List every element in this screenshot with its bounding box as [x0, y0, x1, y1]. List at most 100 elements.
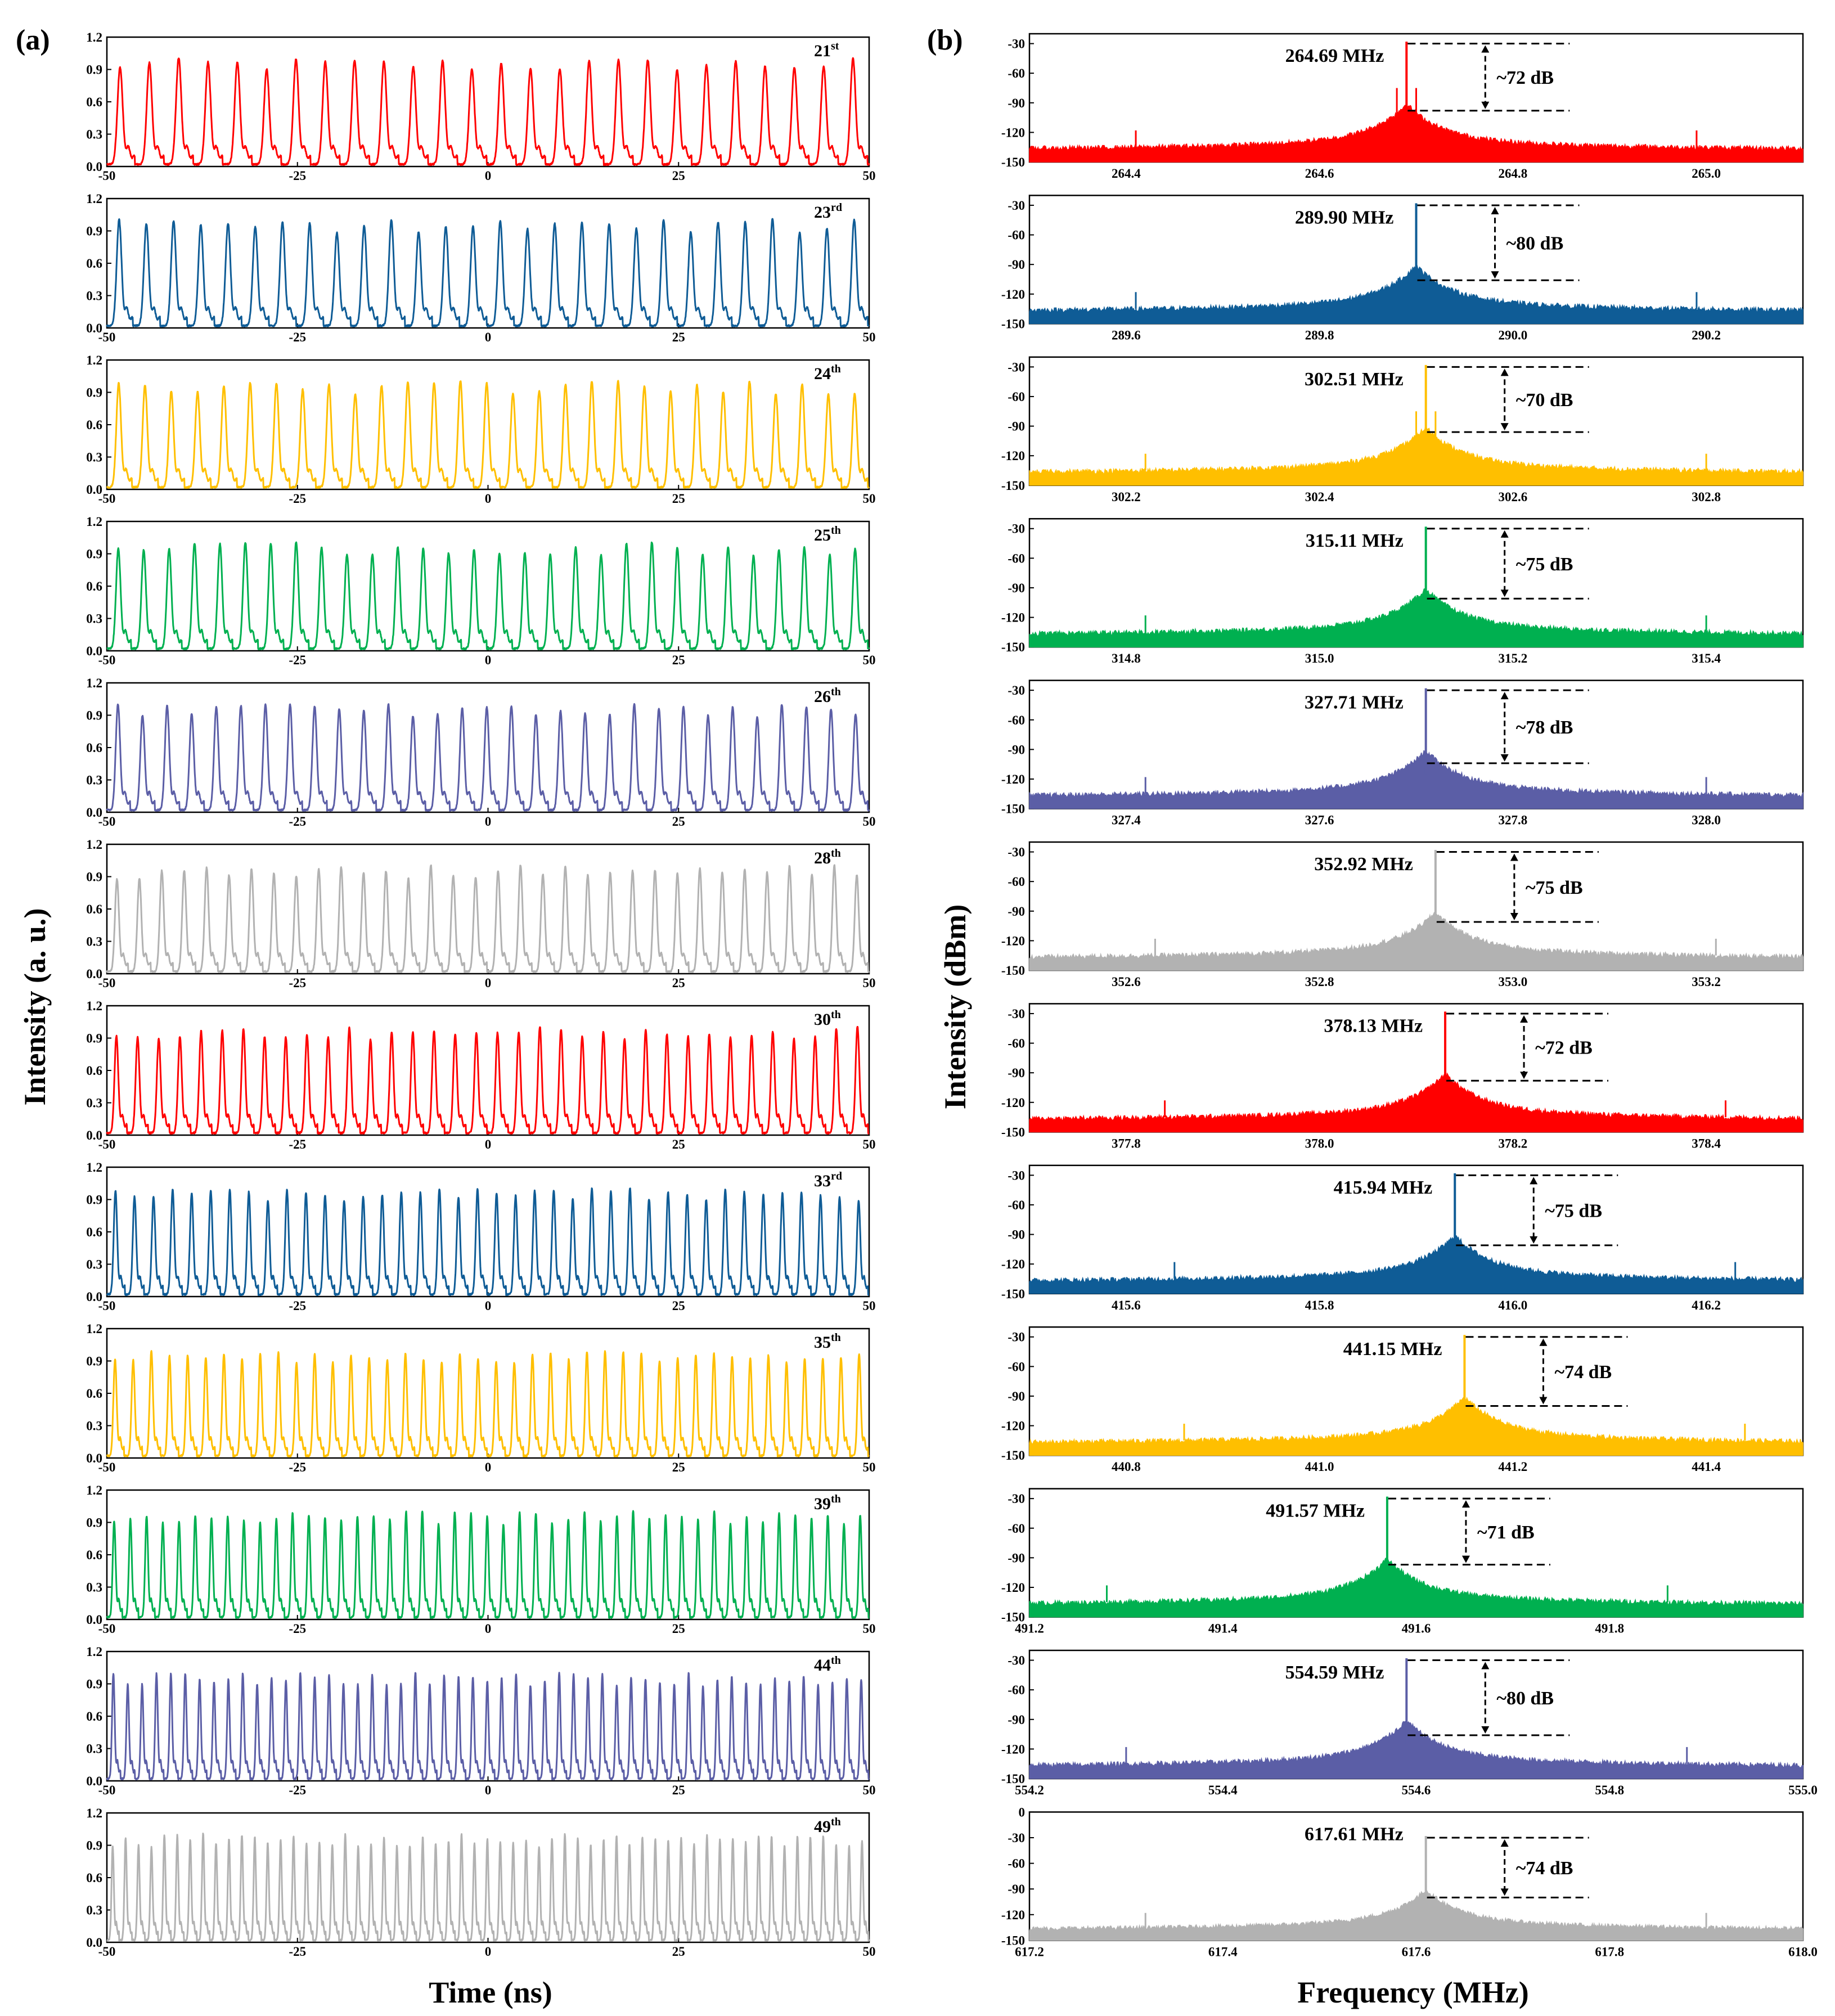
pulse-plot-25th: 0.0 0.3 0.6 0.9 1.2 -50 -25 0 25 50 25th	[86, 515, 875, 667]
pulse-plot-26th: 0.0 0.3 0.6 0.9 1.2 -50 -25 0 25 50 26th	[86, 676, 875, 829]
x-tick-label: 50	[863, 492, 876, 506]
snr-arrow-down-head	[1500, 754, 1509, 762]
snr-value-label: ~78 dB	[1516, 717, 1573, 738]
snr-arrow-down-head	[1461, 1555, 1470, 1563]
snr-arrow-down-head	[1500, 590, 1509, 597]
y-tick-label: -150	[1001, 1772, 1025, 1786]
x-tick-label: 25	[672, 330, 685, 344]
x-tick-label: 554.6	[1402, 1783, 1431, 1797]
rf-spectrum-plot-554.59 MHz: -30 -60 -90 -120 -150554.2 554.4 554.6 554.8 555…	[1001, 1649, 1818, 1797]
peak-frequency-label: 554.59 MHz	[1285, 1662, 1384, 1683]
x-tick-label: -50	[98, 1299, 116, 1313]
x-tick-label: 0	[485, 1137, 492, 1151]
y-tick-label: -150	[1001, 802, 1025, 816]
snr-arrow-up-head	[1491, 206, 1499, 214]
x-tick-label: -50	[98, 1945, 116, 1959]
rf-spectrum-plot-415.94 MHz: -30 -60 -90 -120 -150 415.6 415.8 416.0 416.2 ~75…	[1001, 1164, 1804, 1312]
rf-spectrum-plot-617.61 MHz: 0 -30 -60 -90 -120 -150617.2 617.4 617.6 617.8 61…	[1001, 1805, 1818, 1959]
snr-value-label: ~72 dB	[1496, 68, 1554, 88]
pulse-trace-33rd	[106, 1187, 870, 1297]
x-tick-label: -50	[98, 814, 116, 829]
x-tick-label: 25	[672, 1460, 685, 1474]
x-tick-label: 314.8	[1112, 651, 1141, 665]
snr-value-label: ~75 dB	[1516, 554, 1573, 575]
y-tick-label: 0.0	[86, 806, 102, 820]
noise-floor-area	[1029, 749, 1803, 809]
y-tick-label: -120	[1001, 1419, 1025, 1433]
x-tick-label: 315.0	[1305, 651, 1334, 665]
y-tick-label: 0.0	[86, 1451, 102, 1465]
y-tick-label: 0.3	[86, 1581, 102, 1595]
y-tick-label: 0.6	[86, 1387, 102, 1401]
snr-arrow-up-head	[1481, 45, 1490, 53]
x-tick-label: 302.4	[1305, 490, 1334, 504]
y-tick-label: 0.6	[86, 579, 102, 593]
x-tick-label: -50	[98, 492, 116, 506]
y-tick-label: 1.2	[86, 192, 102, 206]
y-tick-label: -60	[1008, 1683, 1025, 1697]
peak-frequency-label: 617.61 MHz	[1305, 1824, 1404, 1844]
x-tick-label: 554.8	[1595, 1783, 1624, 1797]
y-tick-label: -90	[1008, 1228, 1025, 1242]
rf-spectrum-plot-327.71 MHz: -30 -60 -90 -120 -150 327.4 327.6 327.8 328.0 ~78…	[1001, 680, 1804, 827]
right-y-axis-label: Intensity (dBm)	[938, 904, 972, 1110]
y-tick-label: -60	[1008, 551, 1025, 565]
y-tick-label: 1.2	[86, 838, 102, 852]
x-tick-label: 264.8	[1499, 166, 1528, 181]
x-tick-label: 0	[485, 1783, 492, 1797]
x-tick-label: 491.6	[1402, 1622, 1431, 1636]
snr-arrow-up-head	[1510, 853, 1518, 861]
pulse-plot-23rd: 0.0 0.3 0.6 0.9 1.2 -50 -25 0 25 50 23rd	[86, 192, 875, 344]
x-tick-label: 25	[672, 1783, 685, 1797]
y-tick-label: -90	[1008, 96, 1025, 110]
harmonic-order-label: 25th	[814, 524, 841, 544]
y-tick-label: -120	[1001, 1581, 1025, 1595]
y-tick-label: -60	[1008, 1198, 1025, 1212]
y-tick-label: 0	[1019, 1805, 1026, 1819]
left-x-axis-label: Time (ns)	[429, 1976, 552, 2009]
x-tick-label: 352.6	[1112, 975, 1141, 989]
pulse-plot-24th: 0.0 0.3 0.6 0.9 1.2 -50 -25 0 25 50 24th	[86, 353, 875, 506]
pulse-trace-24th	[106, 380, 870, 489]
y-tick-label: 0.0	[86, 644, 102, 658]
y-tick-label: 0.9	[86, 386, 102, 400]
harmonic-order-label: 23rd	[814, 201, 842, 222]
x-tick-label: 25	[672, 814, 685, 829]
y-tick-label: 0.9	[86, 1032, 102, 1046]
pulse-plot-39th: 0.0 0.3 0.6 0.9 1.2 -50 -25 0 25 50 39th	[86, 1483, 875, 1636]
y-tick-label: 0.6	[86, 1225, 102, 1239]
snr-arrow-down-head	[1539, 1397, 1548, 1405]
pulse-plot-33rd: 0.0 0.3 0.6 0.9 1.2 -50 -25 0 25 50 33rd	[86, 1160, 875, 1313]
snr-value-label: ~80 dB	[1506, 233, 1564, 254]
harmonic-order-label: 35th	[814, 1331, 841, 1352]
noise-floor-area	[1029, 1072, 1803, 1133]
snr-arrow-up-head	[1461, 1500, 1470, 1508]
snr-value-label: ~71 dB	[1477, 1522, 1535, 1543]
y-tick-label: -150	[1001, 1287, 1025, 1301]
y-tick-label: 0.3	[86, 1419, 102, 1433]
y-tick-label: 0.3	[86, 1096, 102, 1110]
y-tick-label: 0.3	[86, 1742, 102, 1756]
noise-floor-area	[1029, 1396, 1803, 1456]
snr-arrow-down-head	[1510, 913, 1518, 921]
y-tick-label: 0.6	[86, 95, 102, 109]
snr-arrow-up-head	[1481, 1662, 1490, 1670]
x-tick-label: 327.8	[1499, 813, 1528, 827]
pulse-plot-49th: 0.0 0.3 0.6 0.9 1.2 -50 -25 0 25 50 49th	[86, 1806, 875, 1959]
y-tick-label: -90	[1008, 1066, 1025, 1080]
y-tick-label: -30	[1008, 1007, 1025, 1021]
noise-floor-area	[1029, 1718, 1803, 1779]
y-tick-label: 0.9	[86, 1677, 102, 1691]
y-tick-label: -60	[1008, 66, 1025, 80]
y-tick-label: 0.0	[86, 1128, 102, 1142]
x-tick-label: 25	[672, 169, 685, 183]
x-tick-label: 302.2	[1112, 490, 1141, 504]
x-tick-label: 416.0	[1499, 1298, 1528, 1312]
y-tick-label: 1.2	[86, 353, 102, 367]
x-tick-label: 0	[485, 976, 492, 990]
harmonic-order-label: 30th	[814, 1009, 841, 1029]
y-tick-label: -90	[1008, 1713, 1025, 1727]
y-tick-label: -60	[1008, 228, 1025, 242]
y-tick-label: 0.0	[86, 321, 102, 335]
